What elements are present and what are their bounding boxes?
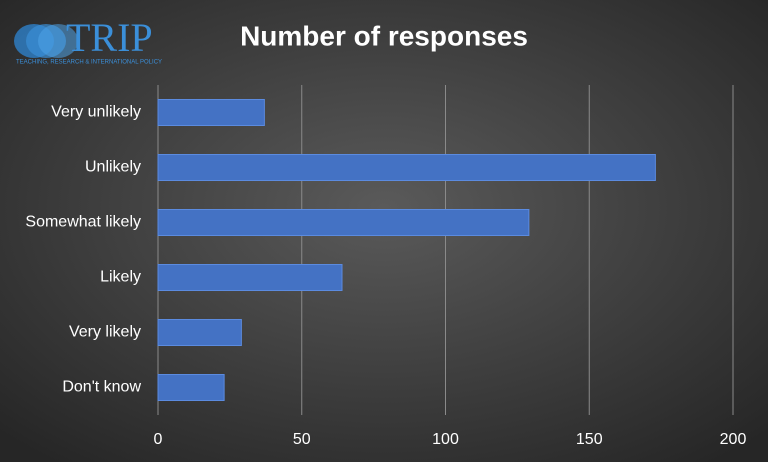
y-tick-label: Don't know — [62, 379, 141, 396]
bar — [157, 374, 225, 401]
x-tick-label: 50 — [293, 431, 311, 448]
bar — [157, 209, 530, 236]
y-tick-label: Somewhat likely — [25, 214, 141, 231]
x-tick-label: 150 — [576, 431, 603, 448]
bar — [157, 154, 656, 181]
y-tick-label: Very likely — [69, 324, 141, 341]
y-tick-label: Unlikely — [85, 159, 141, 176]
logo: TRIP TEACHING, RESEARCH & INTERNATIONAL … — [14, 15, 162, 66]
y-tick-label: Very unlikely — [51, 104, 141, 121]
logo-name: TRIP — [66, 15, 153, 60]
x-tick-label: 0 — [154, 431, 163, 448]
chart-title: Number of responses — [240, 20, 528, 51]
bar — [157, 99, 265, 126]
x-tick-label: 200 — [720, 431, 747, 448]
x-tick-label: 100 — [432, 431, 459, 448]
y-tick-label: Likely — [100, 269, 141, 286]
logo-tagline: TEACHING, RESEARCH & INTERNATIONAL POLIC… — [16, 60, 162, 66]
bar — [157, 319, 242, 346]
bar — [157, 264, 343, 291]
